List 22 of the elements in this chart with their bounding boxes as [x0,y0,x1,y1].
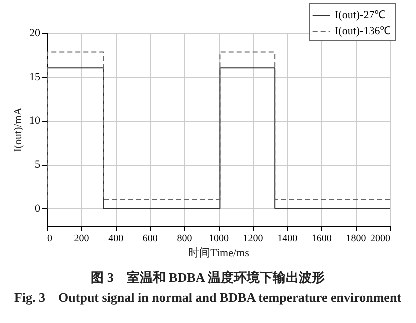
x-tick-label: 1800 [346,234,366,244]
caption: Fig. 3 Output signal in normal and BDBA temperature environment [13,289,403,307]
x-tick-label: 1000 [209,234,229,244]
x-tick-label: 200 [74,234,90,244]
legend-label: I(out)-27℃ [335,10,386,22]
x-tick-label: 1600 [312,234,332,244]
y-tick-label: 5 [35,159,41,172]
x-tick-label: 600 [142,234,158,244]
x-tick-label: 0 [48,234,52,244]
x-tick-label: 400 [108,234,124,244]
y-axis-title: I(out)/mA [12,108,24,152]
legend-label: I(out)-136℃ [335,26,392,38]
x-tick-label: 1200 [243,234,264,244]
x-tick-label: 800 [177,234,192,244]
x-tick-label: 2000 [370,234,390,244]
y-tick-label: 20 [30,28,41,40]
y-tick-label: 0 [35,202,41,215]
x-tick-label: 1400 [278,234,298,244]
y-tick-label: 10 [30,115,41,128]
caption: 图 3 室温和 BDBA 温度环境下输出波形 [90,269,326,287]
x-axis-title: 时间Time/ms [188,246,250,260]
y-tick-label: 15 [30,71,41,84]
